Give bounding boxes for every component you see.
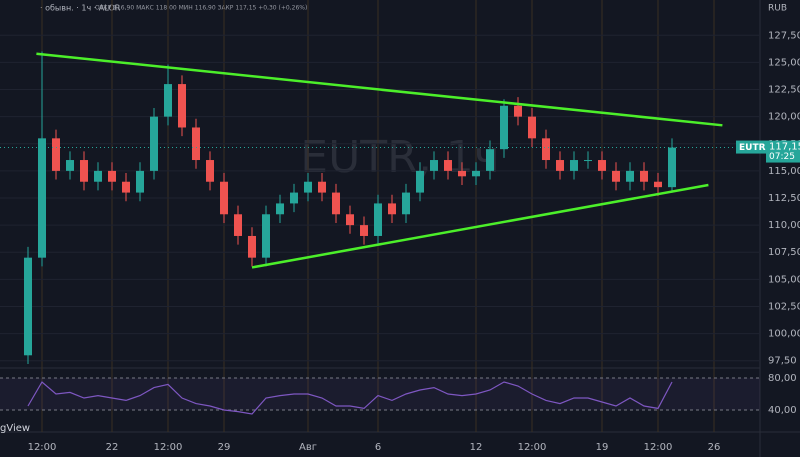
price-label: 117,15 (769, 142, 800, 153)
candle-body (346, 214, 354, 226)
candle-body (52, 138, 60, 171)
x-tick-label: 19 (596, 442, 609, 453)
candle-body (304, 181, 312, 193)
candle-body (94, 170, 102, 182)
candle-body (458, 170, 466, 177)
candle-body (66, 160, 74, 171)
candle-body (108, 170, 116, 182)
rsi-line (27, 381, 673, 415)
candle-body (472, 170, 480, 177)
candle-body (486, 149, 494, 171)
candle-body (164, 84, 172, 117)
candle-body (24, 257, 32, 356)
currency[interactable]: RUB (768, 4, 787, 14)
candle-body (248, 235, 256, 258)
x-tick-label: 12 (470, 442, 483, 453)
x-tick-label: Авг (299, 442, 317, 453)
candle-body (262, 214, 270, 258)
y-tick-label: 127,50 (768, 30, 800, 41)
candle-body (80, 160, 88, 182)
candle-body (234, 214, 242, 236)
symbol-label: EUTR (739, 143, 766, 153)
candle-body (640, 170, 648, 182)
candle-body (444, 160, 452, 171)
watermark: EUTR, 1ч (300, 132, 499, 183)
y-tick-label: 120,00 (768, 112, 800, 123)
candle-body (556, 160, 564, 171)
candle-body (402, 192, 410, 215)
candle-body (122, 181, 130, 193)
y-tick-label: 107,50 (768, 247, 800, 258)
x-tick-label: 12:00 (154, 442, 183, 453)
x-tick-label: 29 (218, 442, 231, 453)
rsi-tick-label: 40,00 (768, 405, 797, 416)
candle-body (500, 105, 508, 150)
candle-body (542, 138, 550, 161)
candle-body (318, 181, 326, 193)
y-tick-label: 97,50 (768, 356, 797, 367)
candle-body (178, 84, 186, 128)
x-tick-label: 22 (106, 442, 119, 453)
x-tick-label: 12:00 (644, 442, 673, 453)
y-tick-label: 122,50 (768, 85, 800, 96)
candle-body (374, 203, 382, 236)
brand: gView (0, 423, 30, 434)
candle-body (668, 147, 676, 188)
candle-body (388, 203, 396, 215)
candle-body (192, 127, 200, 161)
x-tick-label: 12:00 (518, 442, 547, 453)
y-tick-label: 105,00 (768, 274, 800, 285)
candle-body (514, 105, 522, 117)
candle-body (528, 116, 536, 139)
x-tick-label: 6 (375, 442, 381, 453)
candle-body (150, 116, 158, 171)
candle-body (136, 170, 144, 193)
candle-body (598, 160, 606, 171)
candle-body (276, 203, 284, 215)
candle-body (570, 160, 578, 171)
candle-body (206, 160, 214, 182)
y-tick-label: 100,00 (768, 329, 800, 340)
trendline (251, 183, 709, 269)
rsi-band (0, 378, 760, 410)
y-tick-label: 112,50 (768, 193, 800, 204)
y-tick-label: 102,50 (768, 301, 800, 312)
candle-body (416, 170, 424, 193)
candle-body (38, 138, 46, 258)
price-tag (766, 140, 800, 163)
symbol-tag (736, 140, 766, 154)
candle-body (332, 192, 340, 215)
candle-body (654, 181, 662, 188)
chart-title: · обывн. · 1ч · ALOR (40, 4, 121, 13)
timer-label: 07:25 (769, 152, 795, 162)
candle-body (626, 170, 634, 182)
x-tick-label: 26 (708, 442, 721, 453)
candle-body (430, 160, 438, 171)
y-tick-label: 115,00 (768, 166, 800, 177)
y-tick-label: 110,00 (768, 220, 800, 231)
candle-body (584, 160, 592, 162)
rsi-tick-label: 80,00 (768, 373, 797, 384)
candle-body (360, 225, 368, 236)
x-tick-label: 12:00 (28, 442, 57, 453)
y-tick-label: 125,00 (768, 57, 800, 68)
candle-body (220, 181, 228, 215)
trendline (36, 52, 723, 127)
ohlc-readout: ОТКР 116,90 МАКС 118,00 МИН 116,90 ЗАКР … (95, 5, 307, 12)
candle-body (290, 192, 298, 204)
candle-body (612, 170, 620, 182)
